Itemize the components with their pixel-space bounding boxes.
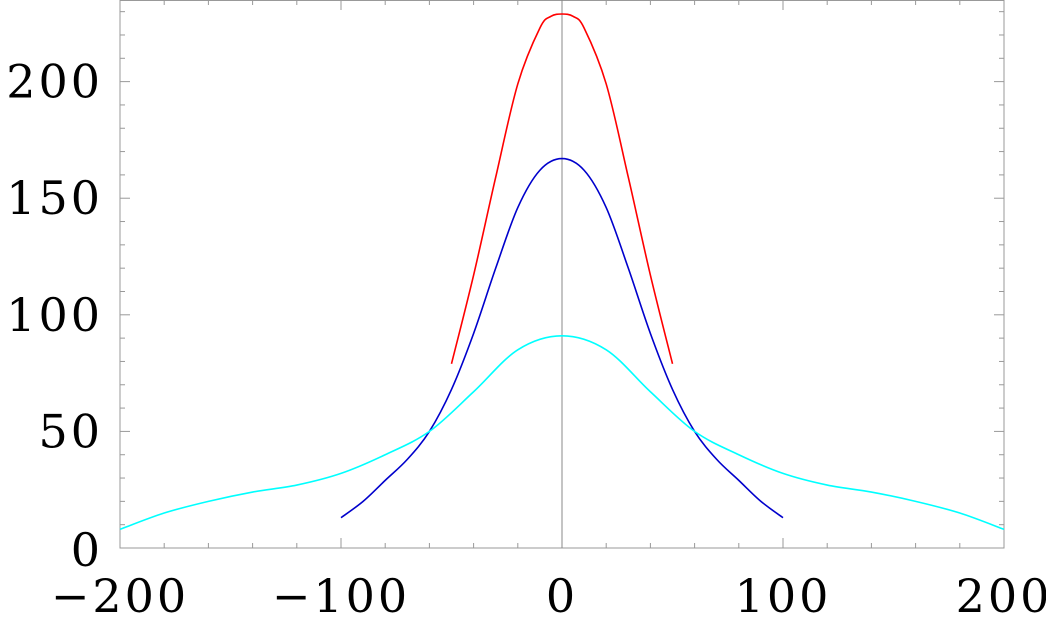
y-tick-label: 150	[6, 171, 103, 225]
y-tick-label: 50	[38, 404, 103, 458]
x-tick-label: −200	[51, 569, 189, 622]
series-line-2	[340, 157, 784, 519]
tick-labels: −200 −100 0 100 200 0 50 100 150 200	[6, 55, 1046, 622]
series-line-3	[119, 334, 1005, 531]
x-tick-label: 200	[956, 569, 1046, 622]
series-lines	[119, 13, 1005, 531]
series-line-1	[450, 13, 674, 364]
y-tick-label: 100	[6, 288, 103, 342]
y-tick-label: 200	[6, 55, 103, 109]
y-tick-label: 0	[71, 523, 103, 577]
x-tick-label: 100	[735, 569, 832, 622]
x-tick-label: 0	[546, 569, 578, 622]
x-tick-label: −100	[272, 569, 410, 622]
